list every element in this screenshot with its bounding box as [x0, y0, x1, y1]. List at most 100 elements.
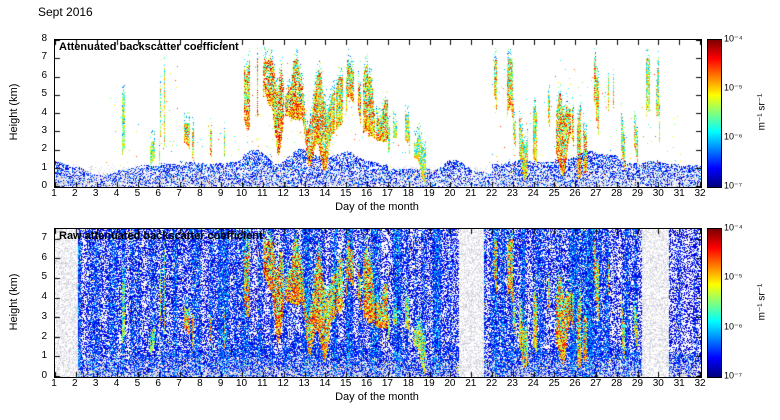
x-axis-tick-labels: 1 2 3 4 5 6 7 8 9 10 11 12 13 14 15 16 17 18 19 20 21 22 23 24 2…: [51, 378, 705, 391]
x-tick-label: 17: [381, 378, 393, 389]
x-tick-label: 7: [176, 378, 182, 389]
y-tick-label: 8: [41, 33, 47, 44]
x-tick-label: 1: [51, 188, 57, 199]
y-tick-label: 0: [41, 180, 47, 191]
y-axis-label: Height (km): [8, 83, 20, 141]
x-tick-label: 19: [423, 188, 435, 199]
x-tick-label: 12: [277, 188, 289, 199]
x-tick-label: 22: [486, 378, 498, 389]
x-tick-label: 15: [340, 378, 352, 389]
x-tick-label: 12: [277, 378, 289, 389]
y-tick-label: 5: [41, 88, 47, 100]
x-tick-label: 25: [548, 188, 560, 199]
colorbar: [707, 39, 722, 188]
attenuated-backscatter-plot: Attenuated backscatter coefficient: [54, 39, 702, 188]
x-tick-label: 16: [361, 378, 373, 389]
x-tick-label: 28: [611, 188, 623, 199]
colorbar-tick-labels: 10⁻⁴ 10⁻⁵ 10⁻⁶ 10⁻⁷: [724, 34, 754, 190]
y-axis-tick-labels: 0 1 2 3 4 5 6 7: [28, 228, 50, 380]
x-tick-label: 16: [361, 188, 373, 199]
x-tick-label: 26: [569, 188, 581, 199]
x-tick-label: 15: [340, 188, 352, 199]
y-tick-label: 4: [41, 291, 47, 303]
x-tick-label: 8: [197, 188, 203, 199]
x-tick-label: 7: [176, 188, 182, 199]
x-axis-tick-labels: 1 2 3 4 5 6 7 8 9 10 11 12 13 14 15 16 17 18 19 20 21 22 23 24 2…: [51, 188, 705, 201]
raw-attenuated-backscatter-plot: Raw attenuated backscatter coefficient: [54, 228, 702, 378]
x-tick-label: 9: [217, 188, 224, 199]
x-tick-label: 4: [113, 378, 120, 389]
y-tick-label: 6: [41, 251, 47, 263]
x-tick-label: 14: [319, 188, 331, 199]
y-tick-label: 5: [41, 271, 47, 283]
x-axis-label: Day of the month: [335, 201, 419, 213]
colorbar-tick-label: 10⁻⁶: [724, 321, 743, 332]
figure-title: Sept 2016: [38, 5, 93, 19]
y-tick-label: 1: [41, 350, 47, 362]
x-tick-label: 14: [319, 378, 331, 389]
colorbar-tick-labels: 10⁻⁴ 10⁻⁵ 10⁻⁶ 10⁻⁷: [724, 223, 754, 380]
colorbar-tick-label: 10⁻⁵: [724, 271, 743, 282]
panel-title-attenuated: Attenuated backscatter coefficient: [59, 41, 239, 53]
x-tick-label: 21: [465, 378, 477, 389]
x-tick-label: 25: [548, 378, 560, 389]
x-tick-label: 29: [631, 188, 644, 199]
x-tick-label: 5: [134, 188, 141, 199]
x-tick-label: 31: [673, 188, 685, 199]
raw-attenuated-backscatter-heatmap: [55, 229, 701, 377]
x-tick-label: 2: [72, 378, 78, 389]
x-tick-label: 10: [235, 378, 248, 389]
x-tick-label: 6: [155, 188, 161, 199]
y-tick-label: 4: [41, 106, 47, 118]
x-tick-label: 19: [423, 378, 435, 389]
colorbar-tick-label: 10⁻⁴: [724, 33, 743, 44]
y-tick-label: 3: [41, 310, 47, 322]
x-tick-label: 29: [631, 378, 644, 389]
x-tick-label: 10: [235, 188, 248, 199]
x-tick-label: 20: [444, 188, 456, 199]
y-tick-label: 2: [41, 143, 47, 155]
x-tick-label: 32: [694, 378, 706, 389]
x-tick-label: 24: [527, 188, 539, 199]
colorbar-tick-label: 10⁻⁵: [724, 82, 743, 93]
x-tick-label: 30: [652, 378, 664, 389]
x-tick-label: 18: [402, 378, 414, 389]
x-tick-label: 27: [590, 378, 602, 389]
colorbar-units-label: m⁻¹ sr⁻¹: [756, 93, 768, 131]
y-tick-label: 2: [41, 330, 47, 342]
y-axis-label: Height (km): [8, 273, 20, 331]
x-tick-label: 6: [155, 378, 161, 389]
x-tick-label: 9: [217, 378, 224, 389]
x-tick-label: 11: [257, 378, 268, 389]
x-tick-label: 17: [381, 188, 393, 199]
x-tick-label: 26: [569, 378, 581, 389]
x-tick-label: 28: [611, 378, 623, 389]
x-tick-label: 23: [506, 378, 518, 389]
x-tick-label: 22: [486, 188, 498, 199]
x-tick-label: 31: [673, 378, 685, 389]
y-axis-tick-labels: 0 1 2 3 4 5 6 7 8: [28, 34, 50, 191]
y-tick-label: 6: [41, 69, 47, 81]
x-tick-label: 30: [652, 188, 664, 199]
x-tick-label: 20: [444, 378, 456, 389]
colorbar-units-label: m⁻¹ sr⁻¹: [756, 283, 768, 321]
colorbar-tick-label: 10⁻⁴: [724, 222, 743, 233]
y-tick-label: 7: [41, 231, 47, 243]
y-tick-label: 0: [41, 370, 47, 381]
x-tick-label: 13: [298, 378, 310, 389]
x-tick-label: 11: [257, 188, 268, 199]
x-tick-label: 3: [92, 378, 99, 389]
colorbar-gradient: [708, 40, 721, 187]
colorbar-tick-label: 10⁻⁷: [724, 180, 743, 191]
x-tick-label: 21: [465, 188, 477, 199]
y-tick-label: 1: [41, 161, 47, 173]
x-tick-label: 3: [92, 188, 99, 199]
colorbar-tick-label: 10⁻⁷: [724, 370, 743, 381]
x-tick-label: 18: [402, 188, 414, 199]
x-tick-label: 13: [298, 188, 310, 199]
x-tick-label: 8: [197, 378, 203, 389]
colorbar-gradient: [708, 229, 721, 377]
y-tick-label: 3: [41, 124, 47, 136]
x-tick-label: 5: [134, 378, 141, 389]
